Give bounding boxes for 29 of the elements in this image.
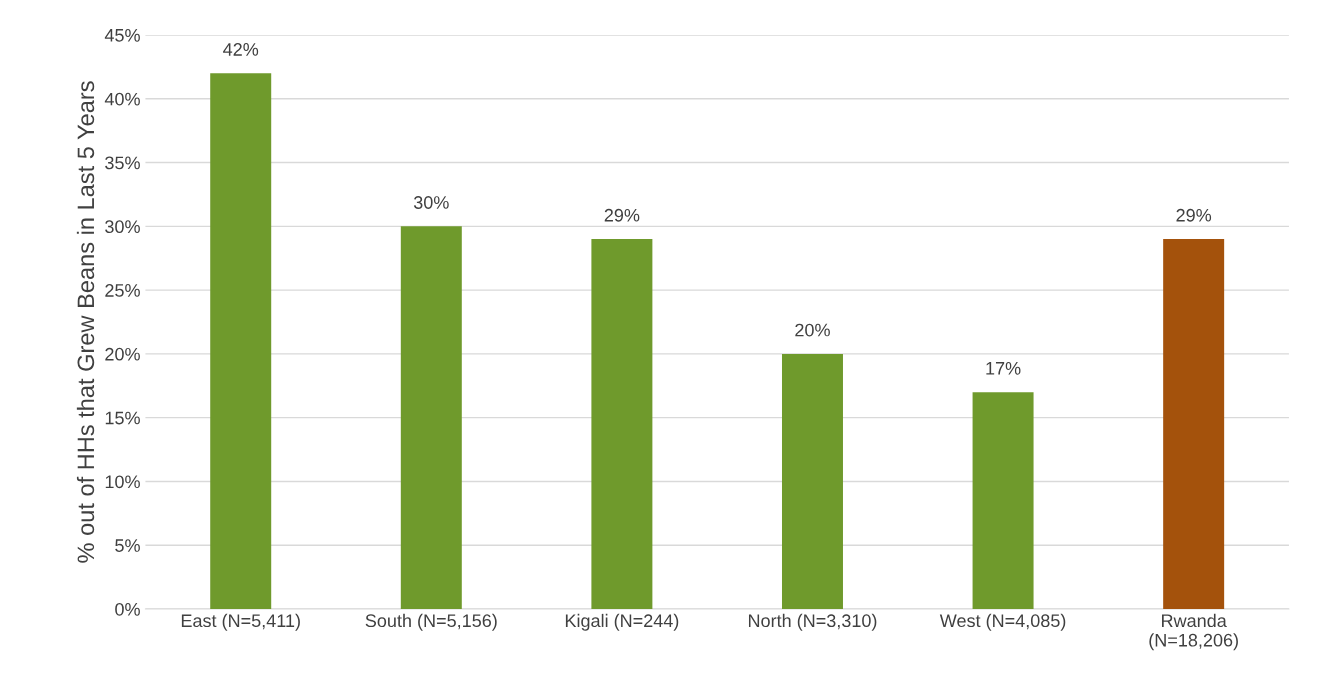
data-label: 20% — [795, 323, 830, 337]
y-tick-label: 0% — [115, 602, 140, 616]
y-tick-label: 25% — [105, 284, 140, 297]
y-tick-label: 20% — [105, 347, 140, 361]
bar — [781, 353, 843, 609]
bar — [1163, 239, 1225, 609]
y-tick-label: 30% — [105, 220, 140, 234]
y-axis-title: % out of HHs that Grew Beans in Last 5 Years — [76, 81, 95, 563]
data-label: 29% — [1176, 208, 1212, 222]
x-tick-label: Kigali (N=244) — [565, 613, 679, 631]
x-tick-label: Rwanda (N=18,206) — [1149, 613, 1238, 651]
data-label: 42% — [223, 43, 259, 56]
data-label: 30% — [413, 196, 449, 209]
bar — [210, 73, 272, 609]
y-tick-label: 5% — [115, 539, 140, 552]
y-tick-label: 15% — [105, 411, 140, 425]
bar — [400, 226, 462, 609]
bar — [591, 239, 653, 609]
data-label: 29% — [604, 208, 640, 222]
data-label: 17% — [986, 361, 1021, 375]
x-tick-label: East (N=5,411) — [181, 613, 300, 631]
x-tick-label: West (N=4,085) — [939, 613, 1066, 631]
x-tick-label: North (N=3,310) — [748, 613, 877, 631]
y-tick-label: 35% — [105, 156, 140, 170]
y-tick-label: 45% — [104, 29, 140, 42]
bar — [972, 392, 1034, 609]
y-tick-label: 10% — [105, 475, 140, 489]
y-tick-label: 40% — [104, 92, 140, 106]
x-tick-label: South (N=5,156) — [365, 613, 497, 631]
